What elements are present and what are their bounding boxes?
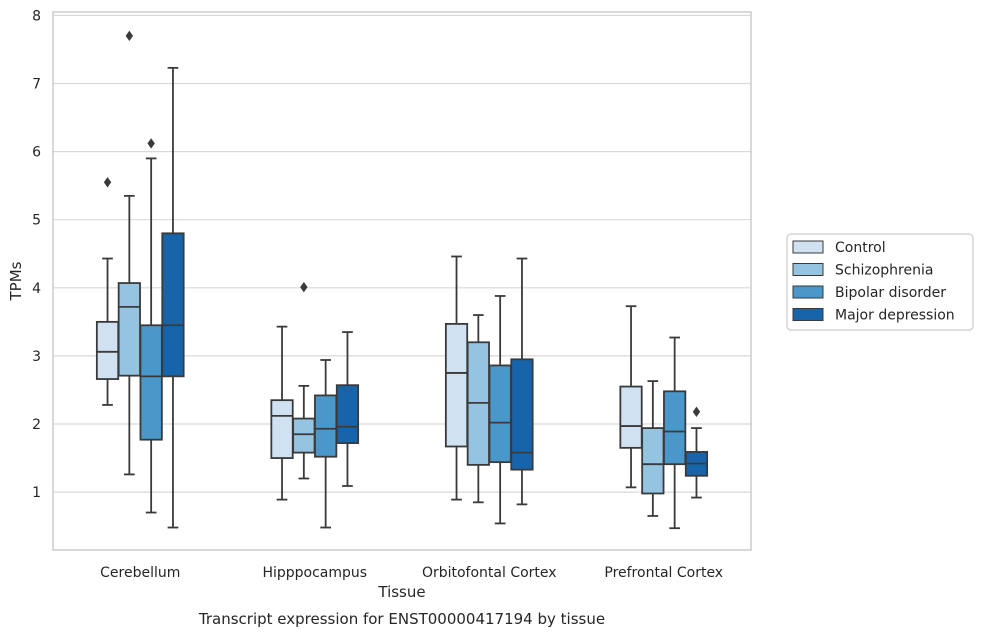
box xyxy=(663,336,687,530)
legend-item: Schizophrenia xyxy=(792,263,933,279)
box xyxy=(95,177,120,406)
y-tick-label: 6 xyxy=(32,145,41,161)
legend-label: Control xyxy=(835,240,886,256)
series-major-depression xyxy=(161,66,709,529)
y-tick-label: 2 xyxy=(32,417,41,433)
box xyxy=(488,295,512,525)
outlier-marker xyxy=(147,138,155,149)
series-control xyxy=(95,177,643,501)
y-axis-title: TPMs xyxy=(7,261,25,301)
y-tick-label: 4 xyxy=(32,281,41,297)
box-body xyxy=(444,323,469,448)
y-tick-label: 8 xyxy=(32,8,41,24)
y-tick-label: 1 xyxy=(32,485,41,501)
y-tick-label: 5 xyxy=(32,213,41,229)
x-tick-label: Orbitofontal Cortex xyxy=(422,565,557,581)
box-body xyxy=(117,282,141,377)
outlier-marker xyxy=(125,30,134,42)
box xyxy=(510,257,534,506)
legend-item: Control xyxy=(792,240,886,256)
box-body xyxy=(641,427,665,495)
outlier-marker xyxy=(300,281,308,293)
y-tick-label: 3 xyxy=(32,349,41,365)
legend-item: Bipolar disorder xyxy=(792,285,946,301)
box xyxy=(684,406,709,499)
series-schizophrenia xyxy=(117,30,665,517)
legend-item: Major depression xyxy=(792,308,955,324)
x-tick-label: Prefrontal Cortex xyxy=(604,565,723,581)
box xyxy=(161,66,185,529)
box-body xyxy=(335,384,360,444)
box-body xyxy=(510,358,534,471)
legend-label: Major depression xyxy=(835,308,955,324)
outlier-marker xyxy=(103,177,112,188)
plot-area-frame xyxy=(52,11,752,551)
x-axis-title: Tissue xyxy=(377,583,425,601)
box xyxy=(619,305,643,489)
box-body xyxy=(270,399,294,459)
box xyxy=(466,314,490,504)
box-body xyxy=(619,385,643,449)
box xyxy=(117,30,141,476)
box xyxy=(270,325,294,501)
box xyxy=(444,255,469,501)
x-axis-ticks: Cerebellum Hipppocampus Orbitofontal Corte… xyxy=(100,565,723,581)
chart-caption: Transcript expression for ENST0000041719… xyxy=(198,610,605,628)
box-plot-series xyxy=(95,30,709,530)
x-tick-label: Cerebellum xyxy=(100,565,180,581)
series-bipolar-disorder xyxy=(139,138,687,530)
box-body xyxy=(314,394,338,458)
legend-frame xyxy=(786,233,974,331)
y-tick-label: 7 xyxy=(32,77,41,93)
legend-swatch xyxy=(792,308,824,321)
box xyxy=(335,331,360,487)
outlier-marker xyxy=(692,406,701,417)
legend-label: Schizophrenia xyxy=(835,263,933,279)
box-body xyxy=(292,417,316,454)
legend-swatch xyxy=(792,285,824,299)
box-body xyxy=(663,390,687,466)
box-body xyxy=(488,364,512,464)
box-body xyxy=(139,324,163,441)
y-axis-ticks: 1 2 3 4 5 6 7 8 xyxy=(32,8,41,501)
legend: Control Schizophrenia Bipolar disorder Majo… xyxy=(786,233,974,331)
box-body xyxy=(161,232,185,378)
x-tick-label: Hipppocampus xyxy=(262,565,367,581)
box xyxy=(641,380,665,517)
legend-label: Bipolar disorder xyxy=(835,285,946,301)
legend-swatch xyxy=(792,240,824,254)
box xyxy=(292,281,316,480)
legend-swatch xyxy=(792,263,824,276)
box-body xyxy=(95,320,120,380)
box xyxy=(139,138,163,514)
box xyxy=(314,359,338,529)
